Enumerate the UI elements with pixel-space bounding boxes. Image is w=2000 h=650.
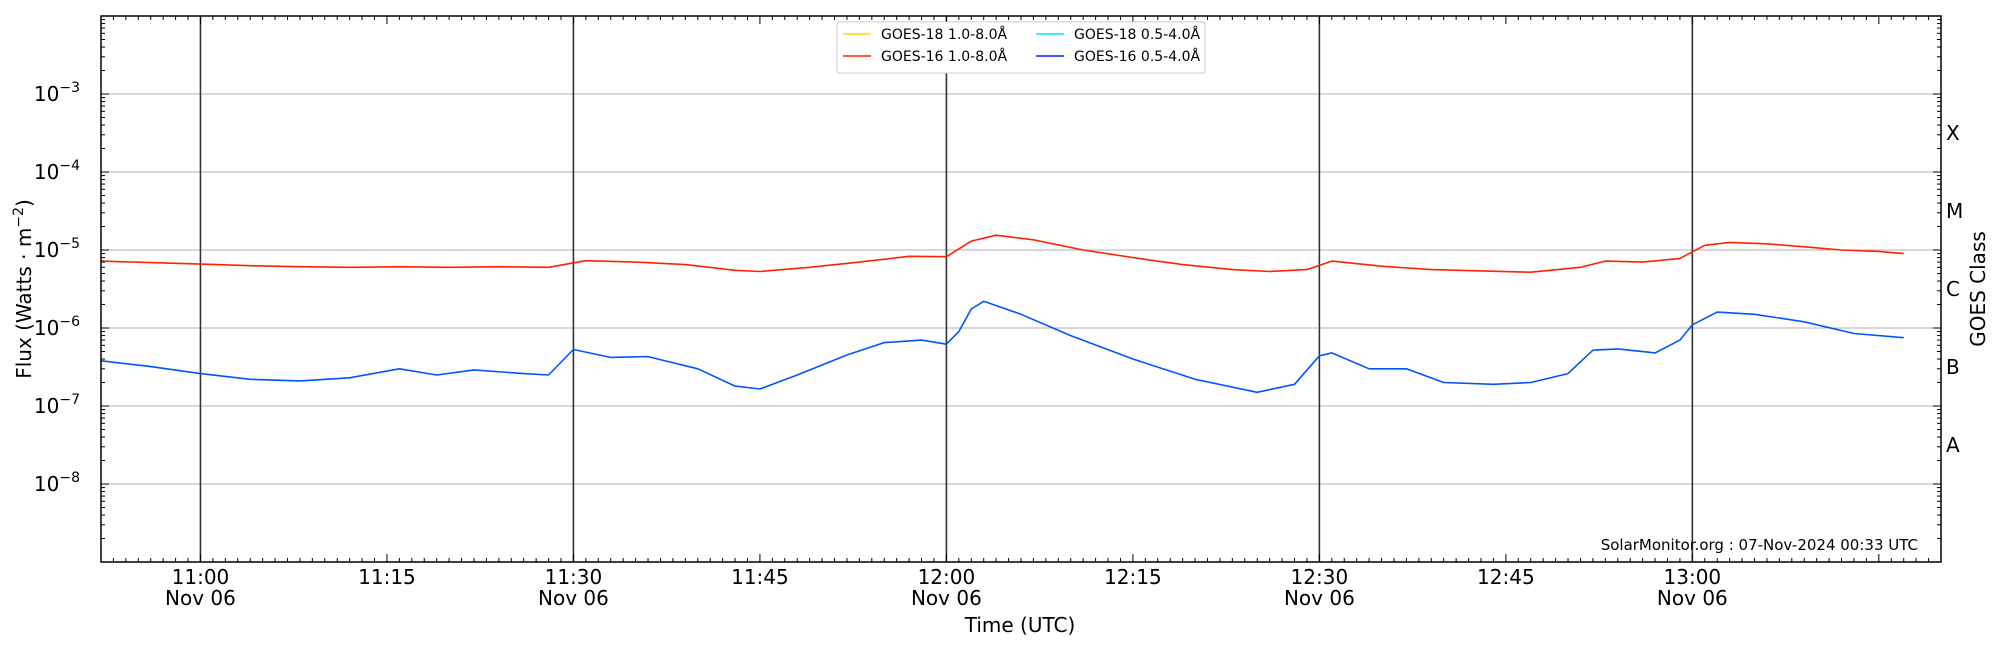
y-tick-label-exponent: −3 <box>59 80 80 96</box>
x-tick-label: 11:30 <box>545 565 603 589</box>
x-axis-label: Time (UTC) <box>964 613 1076 637</box>
y-tick-label-base: 10 <box>34 316 59 340</box>
x-tick-label: 11:45 <box>731 565 789 589</box>
x-tick-label: 11:00 <box>172 565 230 589</box>
legend-label: GOES-18 1.0-8.0Å <box>881 26 1007 43</box>
y-tick-label: 10−8 <box>34 470 80 496</box>
x-tick-label: 13:00 <box>1664 565 1722 589</box>
x-tick-date-label: Nov 06 <box>911 586 982 610</box>
y-tick-label-exponent: −8 <box>59 470 80 486</box>
y-axis-label-main: Flux (Watts · m <box>12 228 36 379</box>
x-tick-date-label: Nov 06 <box>1284 586 1355 610</box>
legend-label: GOES-16 0.5-4.0Å <box>1074 48 1200 65</box>
x-tick-label: 12:00 <box>918 565 976 589</box>
goes-class-label: M <box>1946 199 1963 223</box>
goes-class-label: A <box>1946 433 1960 457</box>
x-tick-label: 12:45 <box>1477 565 1535 589</box>
y-tick-label-base: 10 <box>34 394 59 418</box>
y-tick-label: 10−3 <box>34 80 80 106</box>
goes-class-label: X <box>1946 121 1960 145</box>
y-axis-label-close: ) <box>12 199 36 207</box>
x-tick-label: 12:15 <box>1104 565 1162 589</box>
y-tick-label: 10−4 <box>34 158 80 184</box>
y-tick-label-exponent: −5 <box>59 236 80 252</box>
y-tick-label-base: 10 <box>34 160 59 184</box>
y-tick-label-base: 10 <box>34 472 59 496</box>
y-tick-label-base: 10 <box>34 82 59 106</box>
x-tick-date-label: Nov 06 <box>538 586 609 610</box>
grid-layer <box>101 93 1941 485</box>
y-tick-label-base: 10 <box>34 238 59 262</box>
y-axis-label: Flux (Watts · m−2) <box>11 199 36 379</box>
x-tick-date-label: Nov 06 <box>1657 586 1728 610</box>
goes-class-label: B <box>1946 355 1960 379</box>
y-tick-label-exponent: −4 <box>59 158 80 174</box>
legend-label: GOES-16 1.0-8.0Å <box>881 48 1007 65</box>
x-tick-label: 11:15 <box>358 565 416 589</box>
x-tick-label: 12:30 <box>1291 565 1349 589</box>
y-tick-label: 10−6 <box>34 314 80 340</box>
watermark-text: SolarMonitor.org : 07-Nov-2024 00:33 UTC <box>1601 536 1918 554</box>
y-tick-label: 10−5 <box>34 236 80 262</box>
series-layer <box>100 234 1904 394</box>
major-time-lines <box>199 16 1694 562</box>
y-axis-label-exponent: −2 <box>11 207 27 228</box>
goes-class-axis-label: GOES Class <box>1966 231 1990 347</box>
legend: GOES-18 1.0-8.0Å GOES-16 1.0-8.0Å GOES-18 … <box>836 21 1206 74</box>
y-tick-label: 10−7 <box>34 392 80 418</box>
x-tick-date-label: Nov 06 <box>165 586 236 610</box>
series-line <box>100 234 1904 274</box>
legend-label: GOES-18 0.5-4.0Å <box>1074 26 1200 43</box>
series-line <box>100 300 1904 394</box>
legend-box <box>836 21 1206 74</box>
goes-class-label: C <box>1946 277 1960 301</box>
y-tick-label-exponent: −6 <box>59 314 80 330</box>
y-tick-label-exponent: −7 <box>59 392 80 408</box>
